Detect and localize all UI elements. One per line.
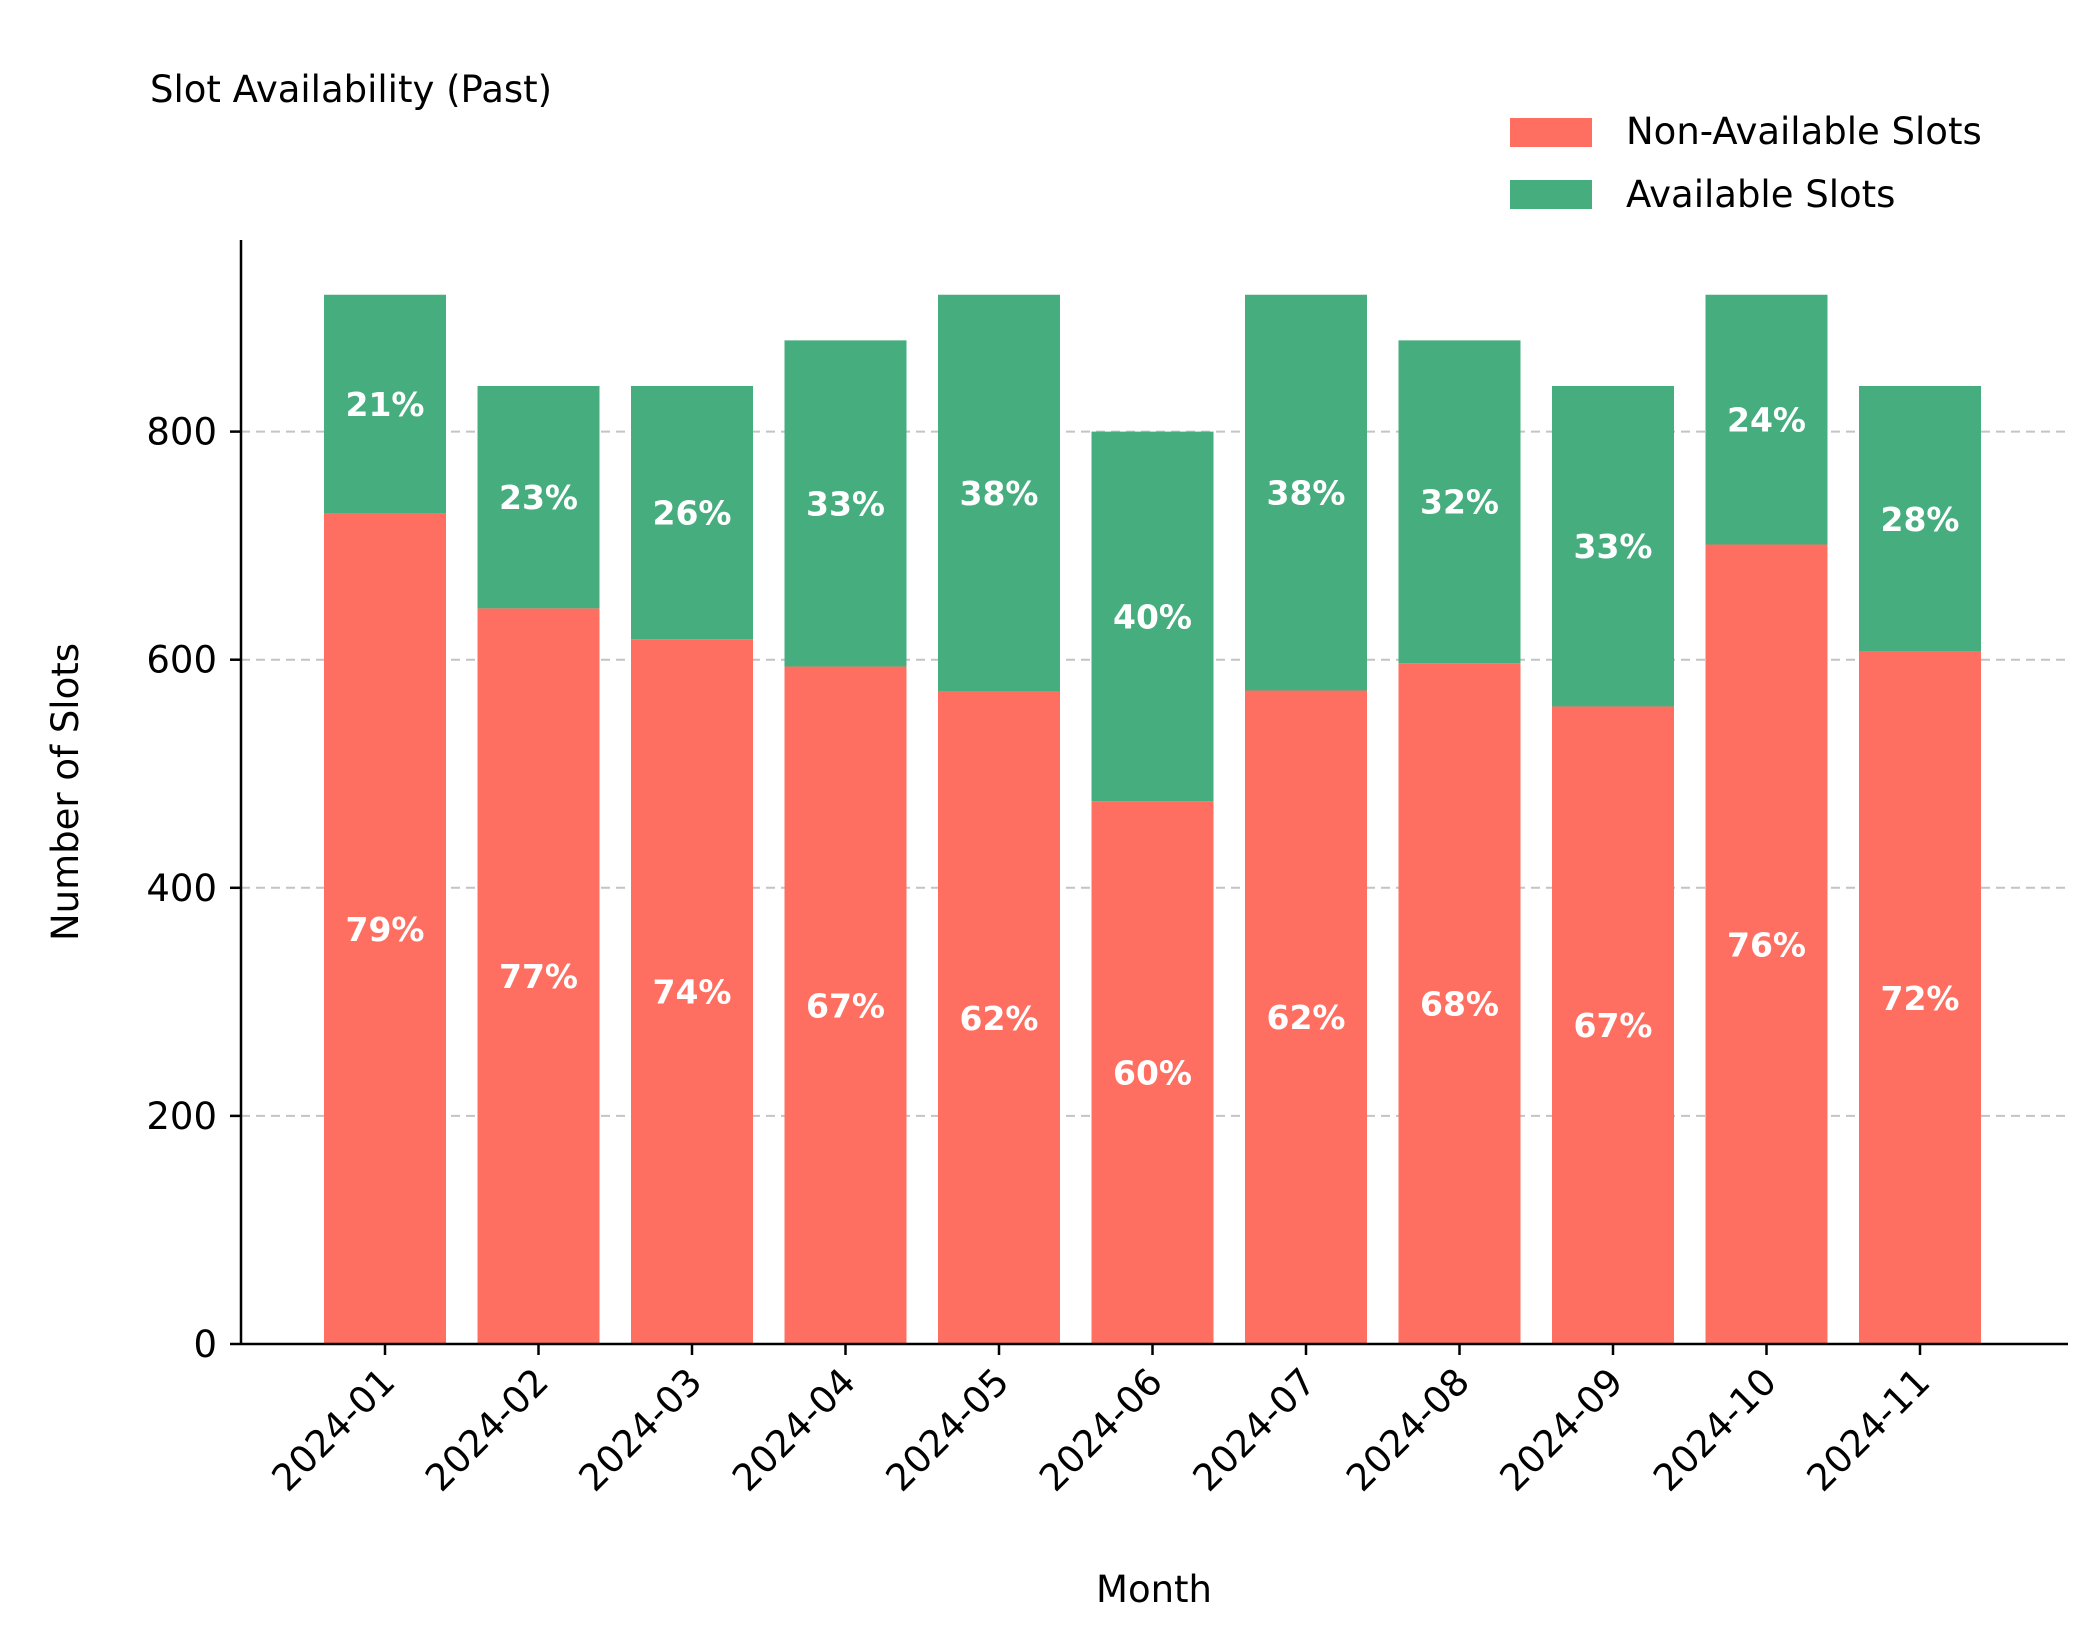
- bar-non-available: [1245, 690, 1367, 1344]
- bar-available: [1091, 431, 1214, 802]
- bar-available: [1398, 340, 1521, 664]
- bar-label-available: 24%: [1727, 401, 1806, 440]
- legend-swatch-non-available: [1510, 118, 1592, 147]
- legend-swatch-available: [1510, 180, 1592, 209]
- bar-label-available: 40%: [1113, 597, 1192, 636]
- bar-non-available: [1091, 801, 1214, 1344]
- legend: Non-Available Slots Available Slots: [1510, 110, 1982, 216]
- x-tick-label: 2024-02: [417, 1360, 557, 1500]
- y-tick-label: 400: [146, 867, 217, 910]
- bar-non-available: [477, 608, 600, 1344]
- bar-label-available: 23%: [499, 478, 578, 517]
- bar-label-available: 28%: [1881, 500, 1960, 539]
- bar-available: [631, 385, 753, 640]
- x-tick-label: 2024-10: [1645, 1360, 1785, 1500]
- bar-available: [784, 340, 907, 667]
- bar-non-available: [1705, 544, 1828, 1344]
- x-tick-label: 2024-01: [264, 1360, 404, 1500]
- bar-label-available: 32%: [1420, 483, 1499, 522]
- bar-non-available: [631, 639, 753, 1344]
- bar-label-non-available: 67%: [1574, 1006, 1653, 1045]
- x-axis-label: Month: [1096, 1568, 1212, 1611]
- bar-label-available: 33%: [806, 484, 885, 523]
- bar-percent-labels: 79% 21% 77% 23% 74% 26% 67% 33% 62% 38% 60% 40% 62% 3…: [346, 385, 1960, 1092]
- chart-title: Slot Availability (Past): [150, 68, 552, 111]
- y-tick-label: 200: [146, 1095, 217, 1138]
- bar-label-non-available: 74%: [653, 973, 732, 1012]
- bar-label-non-available: 72%: [1881, 979, 1960, 1018]
- bar-label-available: 38%: [960, 474, 1039, 513]
- x-tick-label: 2024-06: [1031, 1360, 1171, 1500]
- bar-available: [1705, 294, 1828, 545]
- axes: [239, 240, 2068, 1346]
- x-tick-label: 2024-11: [1799, 1360, 1939, 1500]
- bar-available: [938, 294, 1060, 692]
- x-tick-label: 2024-04: [724, 1360, 864, 1500]
- x-tick-label: 2024-09: [1492, 1360, 1632, 1500]
- bar-available: [324, 294, 446, 514]
- bar-available: [1245, 294, 1367, 691]
- bars-group: [324, 294, 1981, 1344]
- bar-label-non-available: 62%: [960, 999, 1039, 1038]
- x-tick-label: 2024-08: [1338, 1360, 1478, 1500]
- bar-non-available: [1859, 651, 1981, 1344]
- bar-label-non-available: 68%: [1420, 985, 1499, 1024]
- bar-label-non-available: 79%: [346, 910, 425, 949]
- bar-label-available: 38%: [1267, 474, 1346, 513]
- bar-available: [1552, 385, 1674, 707]
- x-tick-label: 2024-05: [878, 1360, 1018, 1500]
- bar-label-non-available: 62%: [1267, 998, 1346, 1037]
- bar-available: [1859, 385, 1981, 652]
- bar-label-available: 33%: [1574, 527, 1653, 566]
- x-tick-label: 2024-03: [571, 1360, 711, 1500]
- bar-label-non-available: 60%: [1113, 1054, 1192, 1093]
- bar-non-available: [1398, 663, 1521, 1344]
- y-tick-label: 800: [146, 411, 217, 454]
- bar-non-available: [1552, 706, 1674, 1344]
- legend-label-non-available: Non-Available Slots: [1626, 110, 1982, 153]
- y-tick-label: 0: [193, 1323, 217, 1366]
- y-tick-label: 600: [146, 639, 217, 682]
- bar-available: [477, 385, 600, 609]
- bar-non-available: [784, 666, 907, 1344]
- bar-label-non-available: 76%: [1727, 925, 1806, 964]
- x-tick-label: 2024-07: [1185, 1360, 1325, 1500]
- bar-non-available: [938, 691, 1060, 1344]
- bar-label-non-available: 67%: [806, 986, 885, 1025]
- y-axis-label: Number of Slots: [44, 643, 87, 941]
- x-ticks: 2024-01 2024-02 2024-03 2024-04 2024-05 2024-…: [264, 1344, 1939, 1500]
- bar-label-available: 21%: [346, 385, 425, 424]
- bar-label-available: 26%: [653, 494, 732, 533]
- bar-non-available: [324, 513, 446, 1344]
- bar-label-non-available: 77%: [499, 957, 578, 996]
- legend-label-available: Available Slots: [1626, 173, 1895, 216]
- y-ticks: 0 200 400 600 800: [146, 411, 241, 1366]
